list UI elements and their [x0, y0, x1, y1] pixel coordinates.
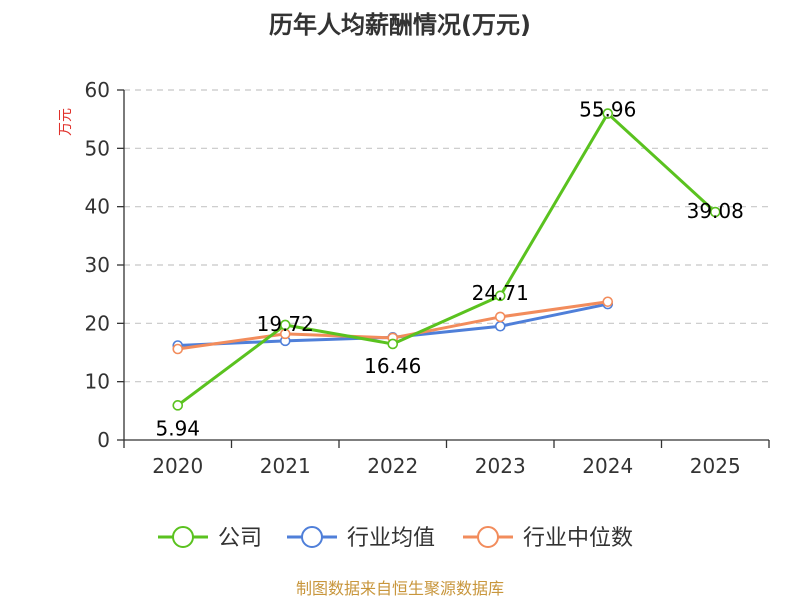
series-1-point-2023	[494, 320, 506, 332]
series-0-point-2025	[709, 206, 721, 218]
series-2-point-2023	[494, 311, 506, 323]
legend-swatch-marker-1	[301, 526, 323, 548]
x-tick-label-2025: 2025	[690, 454, 741, 478]
x-tick-label-2020: 2020	[152, 454, 203, 478]
data-label-2020: 5.94	[155, 416, 200, 440]
series-0-point-2020	[172, 400, 184, 411]
series-0-point-2021	[279, 319, 291, 331]
y-tick-label-30: 30	[85, 253, 110, 277]
x-tick-label-2024: 2024	[582, 454, 633, 478]
y-tick-label-50: 50	[85, 136, 110, 160]
legend-item-1[interactable]: 行业均值	[287, 526, 435, 551]
series-line-0	[176, 112, 717, 407]
legend-item-2[interactable]: 行业中位数	[463, 526, 633, 551]
data-label-2021: 19.72	[257, 312, 314, 336]
x-tick-label-2022: 2022	[367, 454, 418, 478]
y-axis-label: 万元	[58, 108, 74, 136]
chart-title: 历年人均薪酬情况(万元)	[269, 11, 531, 39]
source-note: 制图数据来自恒生聚源数据库	[296, 579, 504, 598]
legend: 公司 行业均值 行业中位数	[158, 526, 633, 551]
data-label-2023: 24.71	[472, 281, 529, 305]
data-label-2022: 16.46	[364, 354, 421, 378]
y-tick-label-60: 60	[85, 78, 110, 102]
y-tick-label-0: 0	[97, 428, 110, 452]
axes: 0 10 20 30 40 50 60 2020 2021 2022 2023 2024 2025	[85, 78, 770, 478]
legend-item-0[interactable]: 公司	[158, 526, 262, 551]
x-tick-label-2021: 2021	[260, 454, 311, 478]
y-tick-label-10: 10	[85, 370, 110, 394]
data-label-2025: 39.08	[687, 199, 744, 223]
data-label-2024: 55.96	[579, 98, 636, 122]
y-tick-label-40: 40	[85, 195, 110, 219]
series-0-point-2023	[494, 290, 506, 302]
series-2-point-2024	[602, 296, 614, 308]
legend-label-2: 行业中位数	[523, 526, 633, 551]
grid-lines	[124, 89, 769, 383]
legend-swatch-marker-2	[477, 526, 499, 548]
legend-swatch-marker-0	[172, 526, 194, 548]
y-tick-label-20: 20	[85, 311, 110, 335]
series-2-point-2020	[172, 343, 184, 355]
series-group	[172, 108, 721, 411]
series-0-point-2024	[602, 108, 614, 119]
series-0-point-2022	[387, 338, 399, 350]
data-labels: 5.94 19.72 16.46 24.71 55.96 39.08	[155, 98, 743, 441]
legend-label-1: 行业均值	[347, 526, 435, 551]
x-tick-label-2023: 2023	[475, 454, 526, 478]
legend-label-0: 公司	[218, 526, 262, 551]
